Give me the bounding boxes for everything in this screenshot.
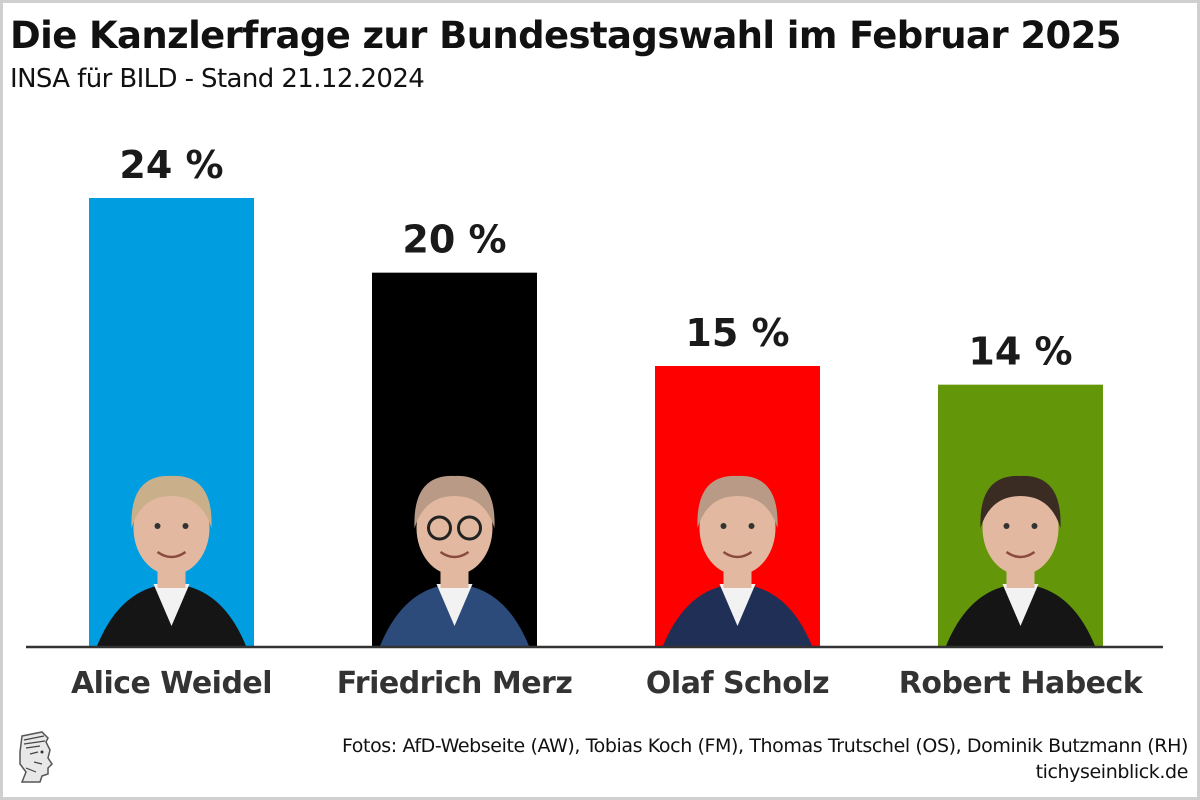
- value-label: 20 %: [402, 218, 506, 262]
- portrait-photo: [946, 475, 1095, 646]
- bar-group: 14 % Robert Habeck: [899, 330, 1145, 701]
- bar-group: 24 % Alice Weidel: [71, 143, 273, 701]
- category-label: Friedrich Merz: [337, 666, 573, 701]
- source-link[interactable]: tichyseinblick.de: [1035, 761, 1189, 783]
- value-label: 15 %: [685, 311, 789, 355]
- bar-group: 20 % Friedrich Merz: [337, 218, 573, 701]
- value-label: 24 %: [119, 143, 223, 187]
- photo-credits: Fotos: AfD-Webseite (AW), Tobias Koch (F…: [342, 733, 1188, 785]
- portrait-photo: [380, 475, 529, 646]
- category-label: Alice Weidel: [71, 666, 272, 701]
- value-label: 14 %: [968, 330, 1072, 374]
- bar-group: 15 % Olaf Scholz: [646, 311, 830, 701]
- chart-title: Die Kanzlerfrage zur Bundestagswahl im F…: [10, 14, 1122, 57]
- category-label: Robert Habeck: [899, 666, 1144, 701]
- chart-subtitle: INSA für BILD - Stand 21.12.2024: [10, 64, 425, 94]
- category-label: Olaf Scholz: [646, 666, 829, 701]
- portrait-photo: [663, 475, 812, 646]
- hermes-head-logo-icon: [19, 731, 53, 783]
- credits-text: Fotos: AfD-Webseite (AW), Tobias Koch (F…: [341, 735, 1188, 757]
- portrait-photo: [97, 475, 246, 646]
